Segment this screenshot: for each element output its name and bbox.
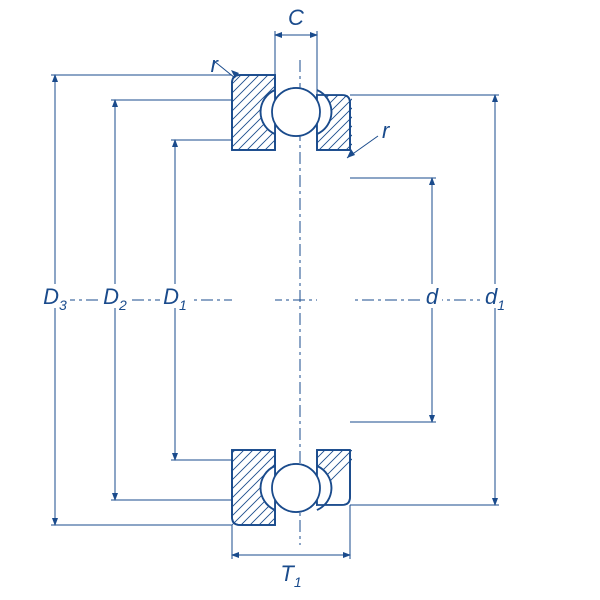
svg-text:C: C: [288, 5, 304, 30]
svg-text:d: d: [426, 284, 439, 309]
svg-text:r: r: [382, 118, 391, 143]
